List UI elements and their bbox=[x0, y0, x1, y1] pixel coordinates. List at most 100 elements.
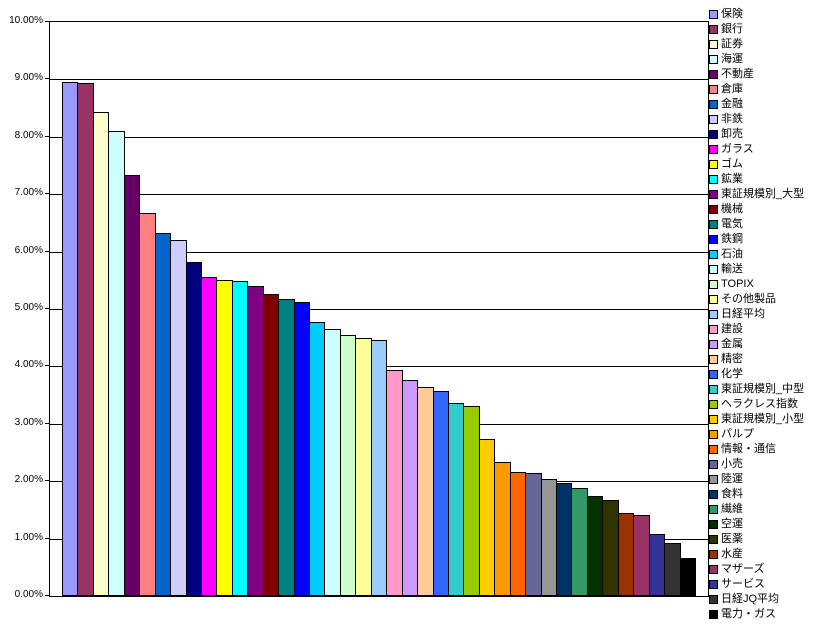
chart-bar-金融 bbox=[154, 233, 172, 596]
chart-bar-日経JQ平均 bbox=[664, 543, 681, 596]
legend-item-小売: 小売 bbox=[709, 457, 829, 472]
y-axis-tick-mark bbox=[45, 595, 49, 596]
y-axis-tick-mark bbox=[45, 365, 49, 366]
y-axis-tick-mark bbox=[45, 193, 49, 194]
legend-color-swatch bbox=[709, 580, 718, 589]
chart-bar-その他製品 bbox=[355, 338, 372, 596]
legend-color-swatch bbox=[709, 265, 718, 274]
chart-bar-TOPIX bbox=[339, 335, 357, 596]
chart-bar-東証規模別_中型 bbox=[447, 403, 465, 596]
legend-item-精密: 精密 bbox=[709, 352, 829, 367]
legend-item-卸売: 卸売 bbox=[709, 127, 829, 142]
legend-item-鉄鋼: 鉄鋼 bbox=[709, 232, 829, 247]
y-axis-tick-mark bbox=[45, 308, 49, 309]
legend-color-swatch bbox=[709, 325, 718, 334]
legend-label: 金属 bbox=[721, 338, 743, 350]
legend-label: 情報・通信 bbox=[721, 443, 776, 455]
chart-bar-証券 bbox=[92, 112, 110, 596]
legend-item-不動産: 不動産 bbox=[709, 67, 829, 82]
legend-item-ガラス: ガラス bbox=[709, 142, 829, 157]
chart-bar-石油 bbox=[309, 322, 326, 596]
legend-color-swatch bbox=[709, 130, 718, 139]
legend-item-金属: 金属 bbox=[709, 337, 829, 352]
legend-color-swatch bbox=[709, 205, 718, 214]
legend-item-非鉄: 非鉄 bbox=[709, 112, 829, 127]
legend-color-swatch bbox=[709, 145, 718, 154]
legend-item-輸送: 輸送 bbox=[709, 262, 829, 277]
legend-item-倉庫: 倉庫 bbox=[709, 82, 829, 97]
bar-series-container bbox=[50, 22, 708, 596]
legend-color-swatch bbox=[709, 460, 718, 469]
chart-bar-ゴム bbox=[216, 280, 233, 596]
legend-item-TOPIX: TOPIX bbox=[709, 277, 829, 292]
legend-item-電気: 電気 bbox=[709, 217, 829, 232]
plot-area bbox=[49, 21, 709, 597]
legend-color-swatch bbox=[709, 565, 718, 574]
chart-bar-水産 bbox=[617, 513, 635, 596]
chart-bar-サービス bbox=[648, 534, 666, 596]
chart-bar-倉庫 bbox=[139, 213, 156, 596]
legend-label: マザーズ bbox=[721, 563, 765, 575]
legend-label: 繊維 bbox=[721, 503, 743, 515]
legend-label: 小売 bbox=[721, 458, 743, 470]
legend-color-swatch bbox=[709, 415, 718, 424]
legend-label: 東証規模別_大型 bbox=[721, 188, 805, 200]
legend-item-空運: 空運 bbox=[709, 517, 829, 532]
legend-color-swatch bbox=[709, 310, 718, 319]
chart-bar-非鉄 bbox=[170, 240, 187, 596]
legend-item-石油: 石油 bbox=[709, 247, 829, 262]
chart-bar-精密 bbox=[417, 387, 434, 596]
chart-bar-鉱業 bbox=[231, 281, 249, 596]
legend-color-swatch bbox=[709, 550, 718, 559]
gridline-8pct bbox=[50, 137, 708, 138]
legend-item-日経JQ平均: 日経JQ平均 bbox=[709, 592, 829, 607]
gridline-6pct bbox=[50, 252, 708, 253]
legend-color-swatch bbox=[709, 535, 718, 544]
y-axis-tick-mark bbox=[45, 136, 49, 137]
chart-bar-海運 bbox=[108, 131, 125, 596]
legend-item-化学: 化学 bbox=[709, 367, 829, 382]
legend-item-水産: 水産 bbox=[709, 547, 829, 562]
chart-bar-食料 bbox=[556, 483, 573, 596]
legend-label: 鉱業 bbox=[721, 173, 743, 185]
legend-label: サービス bbox=[721, 578, 765, 590]
legend-label: 東証規模別_小型 bbox=[721, 413, 805, 425]
legend-color-swatch bbox=[709, 475, 718, 484]
gridline-7pct bbox=[50, 194, 708, 195]
legend-item-その他製品: その他製品 bbox=[709, 292, 829, 307]
y-axis-tick-label-8.00%: 8.00% bbox=[14, 130, 43, 141]
legend-label: 機械 bbox=[721, 203, 743, 215]
legend-label: パルプ bbox=[721, 428, 754, 440]
legend-item-建設: 建設 bbox=[709, 322, 829, 337]
legend-color-swatch bbox=[709, 10, 718, 19]
chart-bar-小売 bbox=[525, 473, 542, 596]
chart-bar-保険 bbox=[62, 82, 79, 596]
legend-label: 陸運 bbox=[721, 473, 743, 485]
legend-label: ガラス bbox=[721, 143, 754, 155]
legend-item-ゴム: ゴム bbox=[709, 157, 829, 172]
legend-color-swatch bbox=[709, 280, 718, 289]
legend-label: 石油 bbox=[721, 248, 743, 260]
legend-label: 倉庫 bbox=[721, 83, 743, 95]
legend-color-swatch bbox=[709, 370, 718, 379]
legend-label: 電力・ガス bbox=[721, 608, 776, 620]
legend-item-パルプ: パルプ bbox=[709, 427, 829, 442]
chart-bar-輸送 bbox=[324, 329, 341, 596]
chart-bar-情報・通信 bbox=[509, 472, 527, 596]
legend-item-電力・ガス: 電力・ガス bbox=[709, 607, 829, 622]
chart-bar-卸売 bbox=[185, 262, 202, 596]
legend-item-陸運: 陸運 bbox=[709, 472, 829, 487]
legend-item-医薬: 医薬 bbox=[709, 532, 829, 547]
chart-bar-鉄鋼 bbox=[293, 302, 310, 596]
chart-bar-建設 bbox=[386, 370, 403, 596]
legend-label: 電気 bbox=[721, 218, 743, 230]
legend-color-swatch bbox=[709, 520, 718, 529]
legend-color-swatch bbox=[709, 610, 718, 619]
legend-item-銀行: 銀行 bbox=[709, 22, 829, 37]
legend-label: 日経平均 bbox=[721, 308, 765, 320]
y-axis-tick-mark bbox=[45, 480, 49, 481]
legend-color-swatch bbox=[709, 55, 718, 64]
legend-label: その他製品 bbox=[721, 293, 776, 305]
legend-color-swatch bbox=[709, 100, 718, 109]
